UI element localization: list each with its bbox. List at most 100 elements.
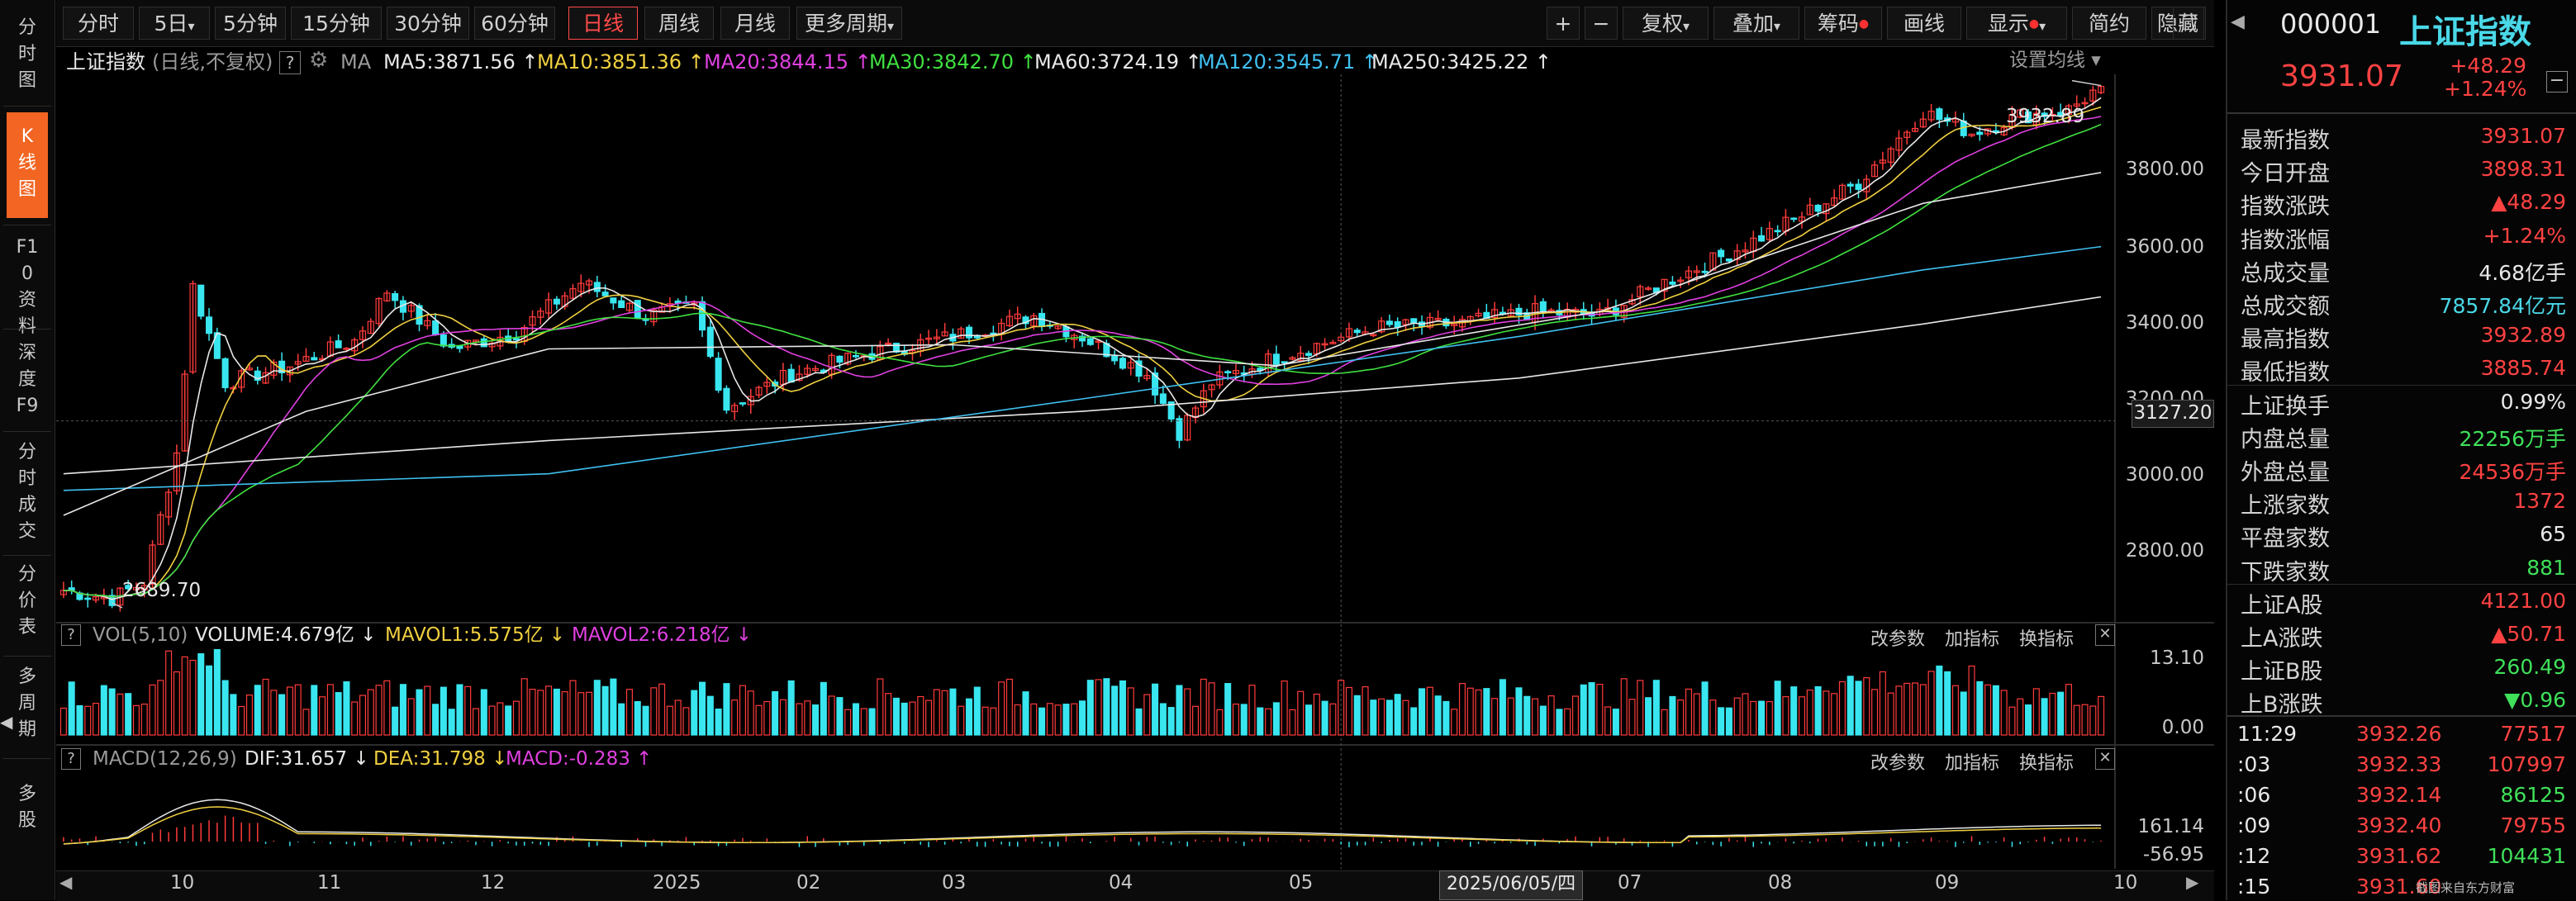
adjust-button[interactable]: 复权▾	[1623, 7, 1709, 40]
candle-body	[392, 292, 399, 301]
candle-body	[593, 282, 601, 292]
kline-chart[interactable]	[56, 74, 2214, 896]
simple-button[interactable]: 简约	[2072, 7, 2146, 40]
volume-bar	[497, 702, 504, 736]
volume-bar	[1507, 697, 1514, 736]
scroll-right-icon[interactable]: ▶	[2186, 872, 2199, 892]
zoom-in-button[interactable]: +	[1547, 7, 1580, 40]
vol-help-icon[interactable]: ?	[61, 624, 81, 646]
scroll-left-icon[interactable]: ◀	[59, 872, 73, 892]
sidebar-item-depth[interactable]: 深度F9	[7, 335, 48, 426]
sidebar-item-multi-period[interactable]: 多周期	[7, 662, 48, 753]
overlay-button[interactable]: 叠加▾	[1713, 7, 1799, 40]
gear-icon[interactable]: ⚙	[309, 48, 329, 73]
volume-bar	[1257, 707, 1264, 736]
candle-body	[245, 368, 254, 371]
volume-bar	[1798, 696, 1806, 736]
candle-body	[1806, 204, 1813, 216]
volume-bar	[1167, 707, 1175, 736]
candle-body	[1718, 249, 1725, 258]
volume-bar	[1742, 693, 1749, 736]
tab-5min[interactable]: 5分钟	[215, 7, 286, 40]
x-axis-bar[interactable]	[56, 870, 2214, 901]
tick-time: :03	[2237, 752, 2271, 776]
tab-weekly[interactable]: 周线	[644, 7, 714, 40]
volume-bar	[1685, 688, 1693, 736]
chips-button[interactable]: 筹码●	[1804, 7, 1882, 40]
candle-body	[1742, 249, 1749, 253]
volume-bar	[1564, 708, 1571, 736]
sidebar-item-ticks[interactable]: 分时成交	[7, 438, 48, 552]
volume-bar	[1143, 694, 1151, 736]
fullscreen-icon[interactable]: ⛶	[2173, 7, 2206, 40]
volume-bar	[1992, 685, 1999, 736]
tab-more-periods[interactable]: 更多周期▾	[796, 7, 902, 40]
candle-body	[1176, 418, 1183, 441]
tick-volume: 86125	[2500, 783, 2566, 807]
vol-close-icon[interactable]: ✕	[2095, 624, 2115, 646]
volume-bar	[1281, 680, 1288, 736]
macd-help-icon[interactable]: ?	[61, 748, 81, 770]
volume-bar	[1483, 688, 1490, 736]
display-button[interactable]: 显示●▾	[1966, 7, 2067, 40]
draw-line-button[interactable]: 画线	[1887, 7, 1961, 40]
volume-bar	[1135, 708, 1143, 736]
tab-60min[interactable]: 60分钟	[474, 7, 555, 40]
candle-body	[294, 361, 302, 365]
tab-daily[interactable]: 日线	[568, 7, 638, 40]
volume-bar	[1329, 703, 1337, 736]
macd-change-params-button[interactable]: 改参数	[1870, 753, 1926, 774]
volume-bar	[877, 678, 884, 736]
sidebar-item-kline[interactable]: K线图	[7, 112, 48, 218]
macd-switch-indicator-button[interactable]: 换指标	[2019, 753, 2075, 774]
vol-change-params-button[interactable]: 改参数	[1870, 629, 1926, 650]
tab-monthly[interactable]: 月线	[720, 7, 790, 40]
help-icon[interactable]: ?	[279, 51, 301, 74]
collapse-panel-icon[interactable]: −	[2546, 71, 2568, 92]
volume-bar	[520, 678, 528, 736]
volume-bar	[706, 695, 714, 736]
stock-name: 上证指数	[2399, 13, 2531, 51]
volume-bar	[1038, 707, 1046, 736]
vol-add-indicator-button[interactable]: 加指标	[1945, 629, 2000, 650]
sidebar-item-timeshare[interactable]: 分时图	[7, 8, 48, 99]
prev-stock-arrow-icon[interactable]: ◀	[2231, 12, 2245, 32]
volume-bar	[1378, 698, 1385, 736]
candle-body	[1143, 375, 1151, 379]
tick-volume: 104431	[2487, 844, 2566, 868]
sidebar-item-multi-stock[interactable]: 多股	[7, 780, 48, 854]
ma60-value: MA60:3724.19 ↑	[1034, 50, 1202, 74]
vol-y-tick: 13.10	[2150, 647, 2204, 669]
zoom-out-button[interactable]: −	[1585, 7, 1618, 40]
current-price: 3931.07	[2280, 59, 2403, 93]
sidebar-item-price-table[interactable]: 分价表	[7, 560, 48, 651]
tab-15min[interactable]: 15分钟	[291, 7, 382, 40]
macd-dea-line	[63, 806, 2102, 845]
volume-bar	[1321, 700, 1328, 736]
collapse-arrow-icon[interactable]: ◀	[0, 712, 13, 732]
macd-close-icon[interactable]: ✕	[2095, 748, 2115, 770]
x-label: 12	[481, 872, 506, 894]
volume-bar	[2032, 688, 2040, 736]
ma-label: MA	[340, 50, 372, 74]
tab-5day[interactable]: 5日▾	[139, 7, 210, 40]
hide-button[interactable]: 隐藏	[2151, 7, 2204, 40]
dropdown-arrow-icon: ▾	[1682, 18, 1690, 34]
candle-body	[1823, 203, 1830, 215]
button-label: 叠加	[1732, 12, 1774, 36]
sidebar-item-f10[interactable]: F10资料	[7, 231, 48, 337]
volume-bar	[820, 681, 827, 736]
candle-body	[610, 297, 617, 304]
candle-body	[1281, 361, 1288, 364]
vol-switch-indicator-button[interactable]: 换指标	[2019, 629, 2075, 650]
macd-add-indicator-button[interactable]: 加指标	[1945, 753, 2000, 774]
volume-bar	[189, 659, 197, 736]
divider	[2227, 715, 2576, 717]
tab-30min[interactable]: 30分钟	[387, 7, 469, 40]
volume-bar	[1313, 693, 1320, 736]
ma-settings-link[interactable]: 设置均线 ▾	[2009, 50, 2101, 71]
candle-body	[157, 514, 164, 545]
volume-bar	[1612, 709, 1619, 736]
tab-timeshare[interactable]: 分时	[63, 7, 134, 40]
candle-body	[1329, 341, 1337, 344]
